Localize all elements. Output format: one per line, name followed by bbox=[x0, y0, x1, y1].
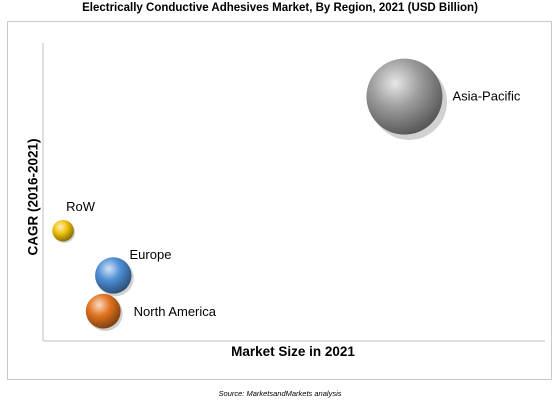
source-note: Source: MarketsandMarkets analysis bbox=[218, 389, 342, 398]
bubble-row bbox=[52, 219, 74, 242]
bubble-europe bbox=[95, 257, 132, 294]
bubble-asia-pacific bbox=[366, 58, 443, 135]
bubble-label-row: RoW bbox=[66, 199, 96, 214]
chart-title: Electrically Conductive Adhesives Market… bbox=[82, 2, 478, 14]
bubble-label-europe: Europe bbox=[130, 247, 172, 262]
bubbles-layer: Asia-Pacific RoW Europe North America bbox=[52, 58, 521, 332]
y-axis-label: CAGR (2016-2021) bbox=[25, 138, 41, 256]
chart-frame bbox=[7, 21, 552, 380]
bubble-label-north-america: North America bbox=[134, 304, 217, 319]
bubble-label-asia-pacific: Asia-Pacific bbox=[452, 89, 520, 104]
x-axis-label: Market Size in 2021 bbox=[231, 344, 355, 359]
bubble-north-america bbox=[85, 293, 121, 329]
